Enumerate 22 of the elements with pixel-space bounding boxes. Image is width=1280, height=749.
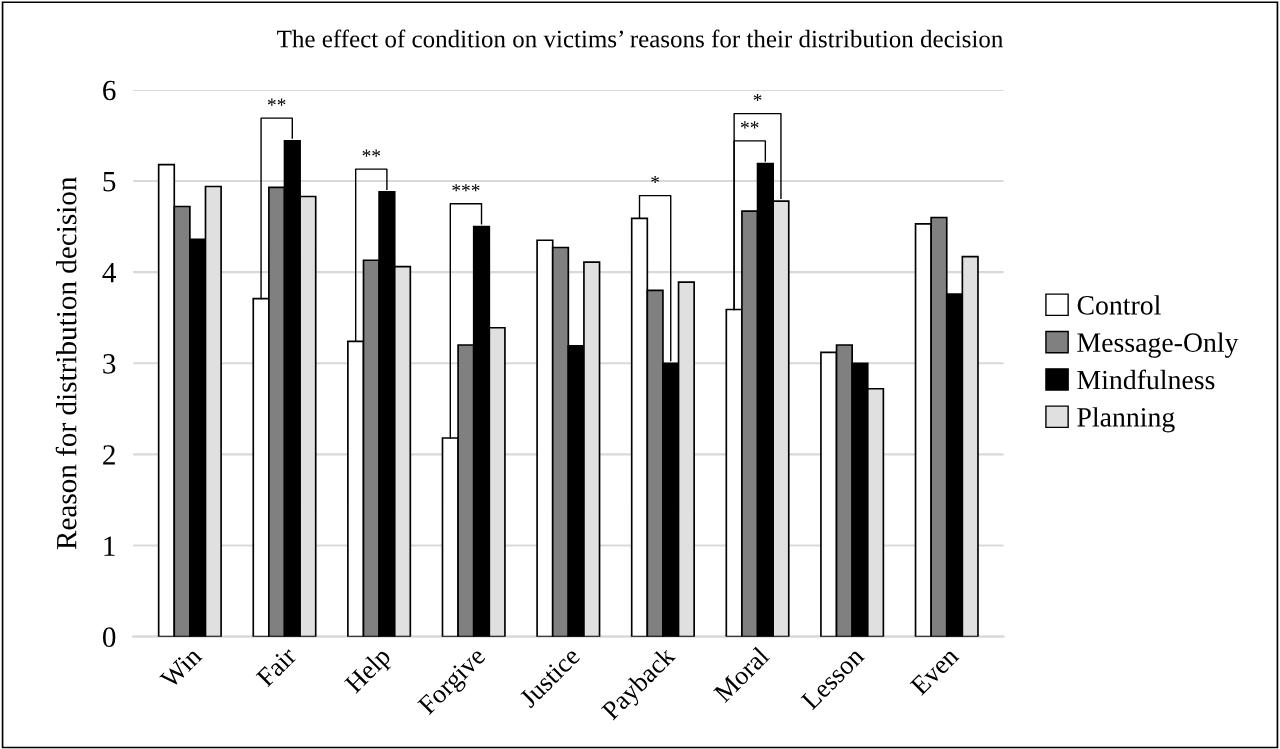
annotation: ** xyxy=(740,121,759,129)
legend-label: Control xyxy=(1077,295,1161,315)
y-tick-label: 6 xyxy=(103,80,116,101)
y-axis-title: Reason for distribution decision xyxy=(55,176,77,550)
y-tick-label: 4 xyxy=(102,263,116,283)
annotation: ** xyxy=(362,149,381,157)
x-tick-label: Fair xyxy=(255,645,298,688)
y-tick-label: 0 xyxy=(102,627,116,648)
legend-label: Planning xyxy=(1077,407,1175,433)
annotation: * xyxy=(753,93,762,102)
legend-label: Message-Only xyxy=(1077,332,1239,358)
y-tick-label: 2 xyxy=(103,445,115,465)
y-tick-label: 1 xyxy=(104,536,115,556)
chart-title: The effect of condition on victims’ reasons for their distribution decision xyxy=(277,29,1003,48)
y-tick-label: 3 xyxy=(103,354,116,374)
x-tick-label: Help xyxy=(343,645,396,698)
x-tick-label: Win xyxy=(159,645,203,690)
y-tick-label: 5 xyxy=(103,172,116,192)
annotation: *** xyxy=(452,184,480,192)
annotation: * xyxy=(651,175,660,184)
annotation: ** xyxy=(267,98,286,106)
legend-label: Mindfulness xyxy=(1077,369,1215,390)
